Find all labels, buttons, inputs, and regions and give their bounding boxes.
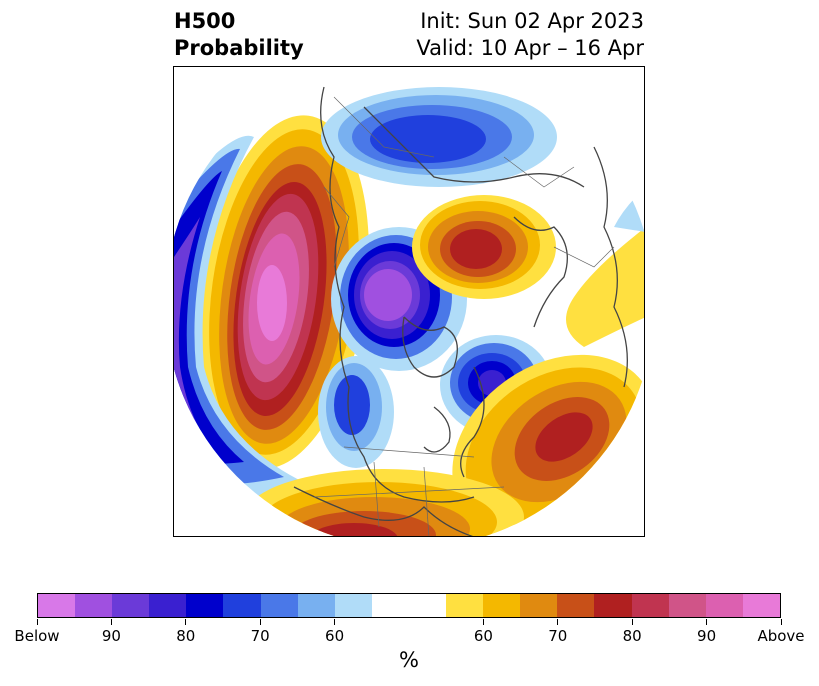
far-west-low-anomaly <box>174 135 314 497</box>
colorbar-tick <box>631 619 633 625</box>
colorbar-segment <box>520 594 558 617</box>
colorbar-segment <box>149 594 187 617</box>
probability-map <box>174 67 644 536</box>
pacific-high-anomaly <box>199 115 369 469</box>
colorbar-segment <box>408 594 447 617</box>
colorbar-tick <box>706 619 708 625</box>
colorbar-segment <box>112 594 150 617</box>
colorbar-tick-label: 80 <box>176 627 196 645</box>
country-borders <box>313 96 615 536</box>
colorbar-tick-label: Above <box>757 627 805 645</box>
colorbar-segment <box>75 594 113 617</box>
colorbar-tick <box>259 619 261 625</box>
colorbar <box>37 593 781 618</box>
colorbar-segment <box>371 594 409 617</box>
canada-low-anomaly <box>318 356 394 468</box>
siberia-low-anomaly <box>321 87 557 187</box>
colorbar-tick <box>185 619 187 625</box>
colorbar-tick-label: 90 <box>697 627 717 645</box>
colorbar-segment <box>594 594 632 617</box>
colorbar-segment <box>38 594 76 617</box>
colorbar-segment <box>186 594 224 617</box>
title-line-2: Probability <box>174 36 304 60</box>
init-date: Init: Sun 02 Apr 2023 <box>420 9 644 33</box>
colorbar-tick-label: Below <box>14 627 60 645</box>
colorbar-tick <box>36 619 38 625</box>
colorbar-tick-label: 70 <box>250 627 270 645</box>
colorbar-tick-label: 60 <box>473 627 493 645</box>
colorbar-segment <box>223 594 261 617</box>
map-corner-sw <box>174 427 289 536</box>
colorbar-tick <box>334 619 336 625</box>
colorbar-segment <box>557 594 595 617</box>
colorbar-tick-label: 80 <box>622 627 642 645</box>
colorbar-tick-label: 70 <box>548 627 568 645</box>
chart-title: H500 Probability <box>174 8 304 62</box>
colorbar-segment <box>260 594 298 617</box>
colorbar-segment <box>631 594 669 617</box>
colorbar-tick <box>482 619 484 625</box>
title-line-1: H500 <box>174 9 236 33</box>
colorbar-label: % <box>399 648 419 672</box>
colorbar-segment <box>483 594 521 617</box>
colorbar-segment <box>742 594 780 617</box>
valid-range: Valid: 10 Apr – 16 Apr <box>416 36 644 60</box>
colorbar-tick <box>780 619 782 625</box>
map-panel <box>173 66 645 537</box>
colorbar-tick-label: 90 <box>101 627 121 645</box>
colorbar-tick-label: 60 <box>325 627 345 645</box>
east-high-band <box>566 187 644 347</box>
map-corner-nw <box>174 67 314 217</box>
valid-period: Init: Sun 02 Apr 2023 Valid: 10 Apr – 16… <box>416 8 644 62</box>
colorbar-tick <box>557 619 559 625</box>
colorbar-segment <box>297 594 335 617</box>
colorbar-tick <box>110 619 112 625</box>
colorbar-segment <box>705 594 743 617</box>
colorbar-segment <box>668 594 706 617</box>
europe-high-anomaly <box>412 195 556 299</box>
colorbar-segment <box>446 594 484 617</box>
colorbar-segment <box>334 594 372 617</box>
coastlines <box>293 86 628 536</box>
